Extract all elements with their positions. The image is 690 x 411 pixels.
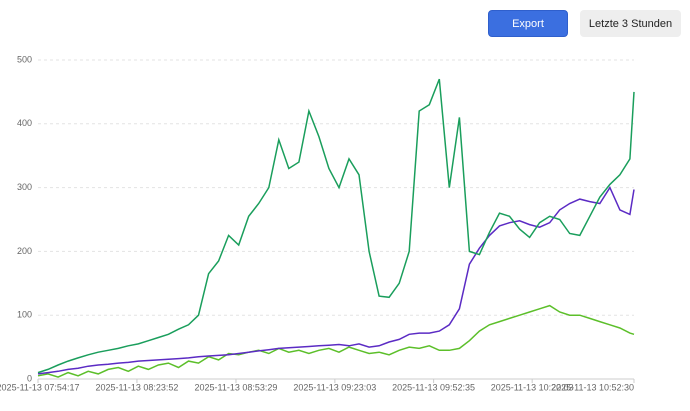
x-tick-label: 2025-11-13 09:23:03 [293,382,376,392]
x-tick-label: 2025-11-13 07:54:17 [0,382,79,392]
x-tick-label: 2025-11-13 10:52:30 [551,382,634,392]
x-tick-label: 2025-11-13 08:53:29 [195,382,278,392]
x-tick-label: 2025-11-13 10:22:03 [491,382,574,392]
series-line [37,78,635,374]
y-tick-label: 100 [17,310,32,320]
series-line [37,304,635,378]
y-tick-label: 0 [27,373,32,383]
y-tick-label: 400 [17,118,32,128]
export-button[interactable]: Export [488,10,568,37]
y-tick-label: 200 [17,246,32,256]
range-button[interactable]: Letzte 3 Stunden [580,10,681,37]
y-tick-label: 300 [17,182,32,192]
x-tick-label: 2025-11-13 08:23:52 [95,382,178,392]
series-line [37,186,635,375]
x-tick-label: 2025-11-13 09:52:35 [392,382,475,392]
y-tick-label: 500 [17,54,32,64]
